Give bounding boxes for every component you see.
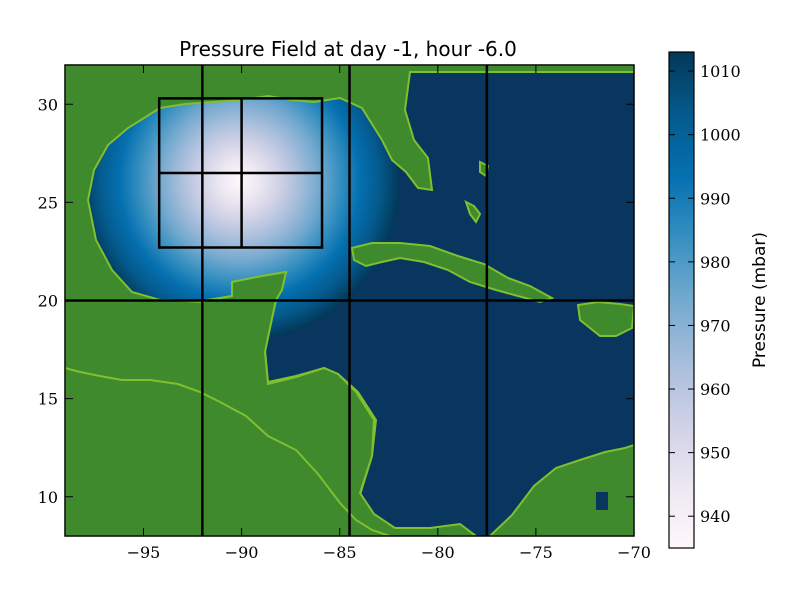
x-tick-label: −70 <box>617 543 651 562</box>
plot-area <box>65 65 634 536</box>
y-tick-label: 30 <box>38 95 58 114</box>
colorbar-label: Pressure (mbar) <box>750 232 770 368</box>
y-tick-label: 15 <box>38 390 58 409</box>
x-tick-label: −85 <box>323 543 357 562</box>
land-masses <box>65 65 634 536</box>
x-tick-label: −75 <box>519 543 553 562</box>
colorbar-tick-label: 950 <box>700 444 731 463</box>
lake-maracaibo <box>596 492 608 510</box>
land-south-america <box>488 443 634 536</box>
land-bahamas <box>464 200 482 224</box>
x-tick-label: −80 <box>421 543 455 562</box>
colorbar <box>668 51 695 549</box>
y-tick-label: 20 <box>38 292 58 311</box>
chart-title: Pressure Field at day -1, hour -6.0 <box>179 37 517 61</box>
colorbar-tick-label: 1010 <box>700 62 741 81</box>
colorbar-tick-label: 990 <box>700 189 731 208</box>
x-tick-label: −90 <box>225 543 259 562</box>
colorbar-tick-label: 960 <box>700 380 731 399</box>
land-north-america <box>65 65 634 536</box>
y-tick-label: 10 <box>38 488 58 507</box>
colorbar-tick-label: 980 <box>700 253 731 272</box>
land-hispaniola <box>576 300 634 337</box>
y-axis: 10 15 20 25 30 <box>38 95 634 507</box>
y-tick-label: 25 <box>38 193 58 212</box>
x-axis: −95 −90 −85 −80 −75 −70 <box>127 65 651 562</box>
colorbar-ticks: 940 950 960 970 980 990 1000 1010 <box>669 62 741 526</box>
colorbar-tick-label: 1000 <box>700 126 741 145</box>
land-cuba <box>350 242 555 304</box>
box-grid-lines <box>65 65 634 536</box>
land-central-america <box>65 270 478 536</box>
x-tick-label: −95 <box>127 543 161 562</box>
colorbar-tick-label: 940 <box>700 507 731 526</box>
colorbar-tick-label: 970 <box>700 316 731 335</box>
